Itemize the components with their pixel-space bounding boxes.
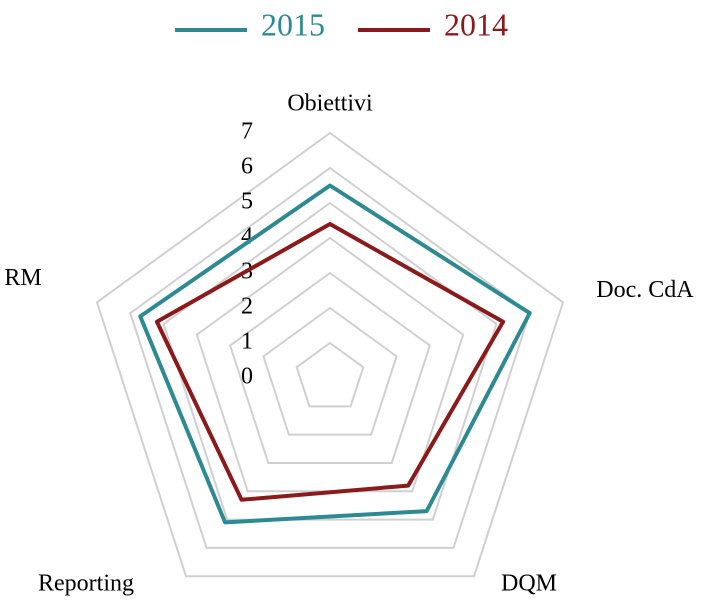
r-tick-label: 6: [241, 154, 253, 180]
category-label: RM: [4, 265, 41, 291]
r-tick-label: 7: [241, 119, 253, 145]
category-label: DQM: [501, 570, 557, 596]
series-line: [154, 222, 506, 502]
grid-ring: [95, 131, 565, 578]
category-label: Doc. CdA: [596, 277, 694, 303]
series-line: [138, 183, 532, 525]
r-tick-label: 1: [241, 329, 253, 355]
r-tick-label: 2: [241, 294, 253, 320]
r-tick-label: 5: [241, 189, 253, 215]
r-tick-label: 0: [241, 364, 253, 390]
legend-label: 2014: [444, 6, 508, 42]
grid-ring: [262, 306, 398, 436]
category-label: Obiettivi: [287, 91, 373, 117]
grid-ring: [228, 271, 432, 464]
grid-ring: [295, 341, 365, 408]
legend-label: 2015: [261, 6, 325, 42]
category-label: Reporting: [38, 570, 134, 596]
grid-ring: [129, 166, 531, 549]
